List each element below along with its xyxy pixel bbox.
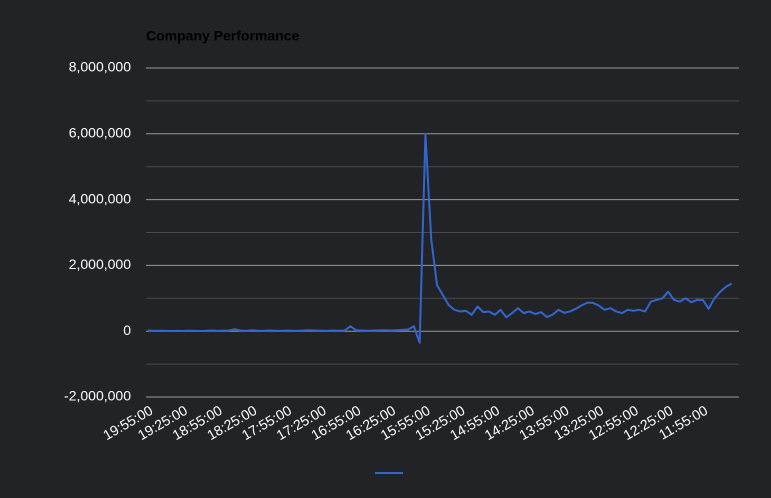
chart-title: Company Performance <box>146 28 299 44</box>
y-tick-label: 6,000,000 <box>69 125 131 141</box>
data-line <box>147 132 733 344</box>
y-tick-label: 0 <box>123 322 131 338</box>
y-tick-label: 4,000,000 <box>69 190 131 206</box>
y-tick-label: 2,000,000 <box>69 256 131 272</box>
y-tick-label: -2,000,000 <box>64 388 131 404</box>
y-tick-label: 8,000,000 <box>69 59 131 75</box>
